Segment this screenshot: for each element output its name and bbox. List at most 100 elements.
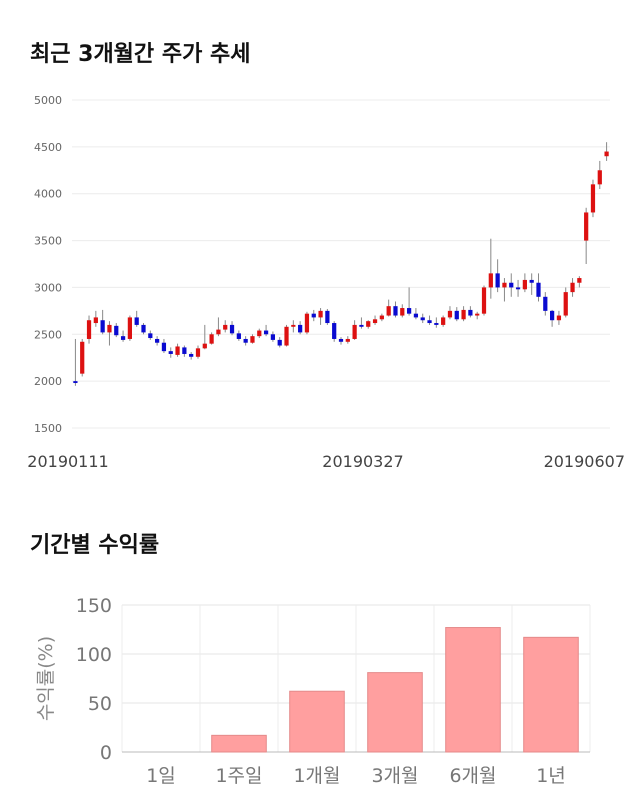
candle-body bbox=[277, 339, 282, 346]
y-tick-label: 2000 bbox=[34, 375, 62, 388]
price-trend-title: 최근 3개월간 주가 추세 bbox=[30, 42, 251, 67]
candle-body bbox=[73, 381, 78, 384]
x-tick-label: 20190607 bbox=[544, 452, 625, 471]
candle-body bbox=[577, 278, 582, 283]
candle-body bbox=[434, 323, 439, 325]
y-tick-label: 3000 bbox=[34, 281, 62, 294]
candle-body bbox=[155, 338, 160, 343]
y-tick-label: 100 bbox=[76, 644, 112, 666]
candle-body bbox=[291, 324, 296, 327]
candle-body bbox=[468, 309, 473, 316]
candle-body bbox=[515, 287, 521, 290]
stock-price-candlestick-chart: 1500 2000 2500 3000 3500 4000 4500 5000 20190111… bbox=[27, 94, 625, 471]
y-tick-label: 3500 bbox=[34, 235, 62, 248]
candle-body bbox=[202, 343, 207, 349]
candle-body bbox=[502, 282, 507, 288]
candle-body bbox=[570, 282, 575, 293]
y-tick-label: 2500 bbox=[34, 328, 62, 341]
candle-body bbox=[550, 310, 555, 321]
candle-body bbox=[284, 326, 289, 346]
candle-body bbox=[141, 324, 146, 333]
candle-body bbox=[270, 334, 276, 340]
candle-body bbox=[386, 306, 391, 316]
candle-body bbox=[263, 330, 269, 335]
y-tick-label: 4500 bbox=[34, 141, 62, 154]
candle-body bbox=[345, 338, 350, 342]
candle-body bbox=[597, 170, 602, 185]
candle-body bbox=[366, 321, 371, 327]
candle-body bbox=[536, 282, 541, 297]
x-tick-label: 1개월 bbox=[293, 765, 340, 787]
candle-body bbox=[189, 353, 194, 357]
candle-body bbox=[509, 282, 514, 288]
y-tick-label: 1500 bbox=[34, 422, 62, 435]
x-tick-label: 3개월 bbox=[371, 765, 418, 787]
y-tick-label: 50 bbox=[88, 693, 112, 715]
candle-body bbox=[332, 323, 337, 339]
candle-body bbox=[229, 324, 235, 334]
candle-body bbox=[590, 184, 596, 213]
candle-body bbox=[318, 310, 323, 318]
candle-body bbox=[447, 310, 453, 318]
candle-body bbox=[120, 336, 126, 340]
y-tick-label: 150 bbox=[76, 595, 112, 617]
candle-body bbox=[441, 317, 446, 325]
candle-body bbox=[216, 329, 221, 335]
candle-body bbox=[243, 338, 248, 343]
candle-body bbox=[325, 310, 330, 324]
candle-body bbox=[604, 151, 609, 157]
candle-body bbox=[182, 347, 187, 354]
candle-body bbox=[298, 324, 303, 333]
candle-body bbox=[475, 313, 480, 316]
candle-body bbox=[168, 351, 173, 354]
candle-body bbox=[393, 306, 398, 316]
candle-body bbox=[522, 279, 527, 290]
candle-body bbox=[80, 341, 85, 374]
candle-body bbox=[175, 346, 180, 355]
candle-body bbox=[461, 309, 466, 320]
return-bar bbox=[367, 672, 423, 753]
y-tick-label: 4000 bbox=[34, 188, 62, 201]
period-return-title: 기간별 수익률 bbox=[30, 533, 160, 558]
candle-body bbox=[413, 313, 419, 318]
candle-body bbox=[543, 296, 548, 311]
candle-body bbox=[257, 330, 262, 337]
candle-body bbox=[86, 320, 92, 339]
return-bar bbox=[523, 636, 579, 753]
candle-body bbox=[495, 273, 500, 288]
return-bar bbox=[445, 627, 501, 753]
candle-body bbox=[93, 317, 98, 324]
candle-body bbox=[488, 273, 493, 288]
candle-body bbox=[584, 212, 589, 241]
return-bar bbox=[289, 690, 345, 753]
candle-body bbox=[223, 324, 228, 330]
candle-body bbox=[100, 320, 105, 333]
candle-body bbox=[454, 310, 459, 320]
candle-body bbox=[529, 279, 534, 283]
candle-body bbox=[134, 317, 139, 325]
candle-body bbox=[427, 320, 432, 324]
candle-body bbox=[209, 334, 214, 344]
x-tick-label: 1일 bbox=[146, 765, 176, 787]
return-bar bbox=[211, 734, 267, 753]
candle-body bbox=[379, 315, 384, 320]
x-tick-label: 6개월 bbox=[449, 765, 496, 787]
candle-body bbox=[481, 287, 487, 314]
candle-body bbox=[161, 342, 167, 352]
x-tick-label: 20190111 bbox=[27, 452, 108, 471]
candle-body bbox=[420, 317, 425, 321]
candle-body bbox=[311, 313, 316, 318]
candle-body bbox=[563, 292, 568, 316]
candle-body bbox=[114, 325, 119, 336]
x-tick-label: 1주일 bbox=[215, 765, 262, 787]
candle-body bbox=[406, 308, 412, 314]
candle-body bbox=[148, 333, 153, 339]
candle-body bbox=[236, 333, 241, 339]
candle-body bbox=[107, 324, 112, 333]
candle-body bbox=[352, 324, 357, 339]
candle-body bbox=[359, 324, 364, 327]
candle-body bbox=[556, 315, 562, 321]
candle-body bbox=[250, 336, 255, 343]
candle-body bbox=[304, 313, 310, 333]
